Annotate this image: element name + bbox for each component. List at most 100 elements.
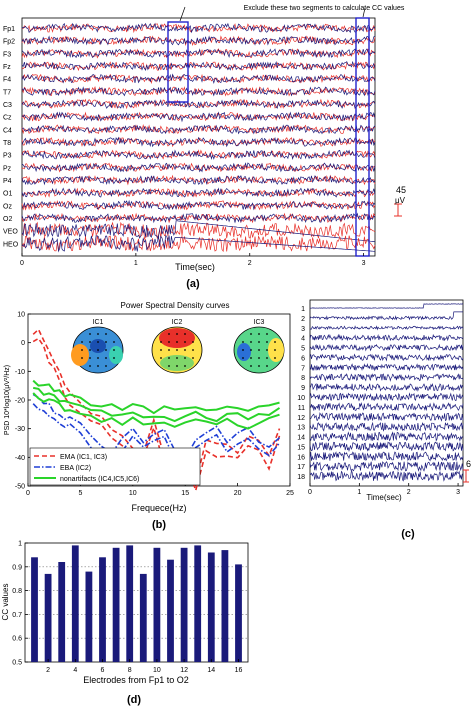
excluded-segment-box-1 [167, 21, 189, 103]
channel-label: P3 [3, 153, 12, 160]
y-tick-label: -40 [15, 455, 25, 462]
channel-label: Oz [3, 203, 12, 210]
eeg-trace-HEO-raw [21, 234, 376, 253]
electrode-dot [97, 349, 99, 351]
eeg-trace-O1-cleaned [21, 187, 376, 198]
component-label: 8 [301, 375, 305, 382]
y-tick-label: 0.7 [12, 612, 22, 619]
ic-trace-2 [309, 311, 463, 321]
psd-line-2 [32, 392, 280, 430]
channel-label: O1 [3, 191, 12, 198]
x-tick-label: 2 [407, 489, 411, 496]
eeg-trace-F4-raw [21, 73, 376, 85]
electrode-dot [192, 357, 194, 359]
ic-trace-15 [309, 441, 464, 453]
panel-a-xlabel: Time(sec) [175, 262, 215, 272]
electrode-dot [89, 333, 91, 335]
electrode-dot [168, 333, 170, 335]
psd-line-2 [32, 379, 280, 415]
panel-b-label: (b) [152, 519, 166, 531]
electrode-dot [258, 341, 260, 343]
panel-b-xlabel: Frequece(Hz) [131, 503, 186, 513]
bar-electrode-15 [221, 550, 229, 662]
topomap-ic1-hotspot-right [109, 346, 123, 364]
ic-trace-6 [309, 353, 464, 362]
electrode-dot [168, 357, 170, 359]
eeg-trace-O1-raw [21, 187, 376, 198]
electrode-dot [113, 349, 115, 351]
y-tick-label: -30 [15, 426, 25, 433]
topomap-electrode-dots [81, 333, 276, 367]
component-label: 2 [301, 316, 305, 323]
panel-a-annotation: Exclude these two segments to calculate … [244, 5, 405, 12]
bar-electrode-14 [207, 552, 215, 662]
component-label: 12 [297, 415, 305, 422]
electrode-dot [105, 365, 107, 367]
component-label: 13 [297, 425, 305, 432]
eeg-trace-T8-raw [21, 137, 376, 148]
psd-line-1 [32, 393, 281, 460]
electrode-dot [250, 357, 252, 359]
panel-b-legend: EMA (IC1, IC3) EBA (IC2) nonartifacts (I… [29, 447, 201, 486]
electrode-dot [266, 333, 268, 335]
x-tick-label: 4 [73, 667, 77, 674]
electrode-dot [242, 341, 244, 343]
component-label: 3 [301, 326, 305, 333]
electrode-dot [105, 357, 107, 359]
eeg-trace-Oz-cleaned [21, 199, 376, 211]
panel-a: Fp1 Fp2 F3 Fz F4 T7 C3 Cz C4 T8 P3 Pz P4 O1 Oz O2 VEO HEO… [3, 5, 406, 290]
component-label: 5 [301, 346, 305, 353]
bar-electrode-3 [58, 562, 66, 662]
ic-trace-8 [309, 373, 464, 382]
eeg-trace-HEO-cleaned [21, 235, 375, 253]
topomap-ic1-label: IC1 [93, 319, 104, 326]
topomap-ic1-hotspot-left [71, 344, 89, 366]
electrode-dot [184, 365, 186, 367]
panel-c-label: (c) [401, 528, 415, 540]
topomap-ic1: IC1 [71, 319, 124, 374]
panel-c-x-ticks: 0 1 2 3 [308, 483, 460, 496]
electrode-dot [97, 333, 99, 335]
eeg-trace-Cz-raw [21, 111, 376, 122]
panel-a-axes [21, 17, 376, 257]
electrode-dot [160, 349, 162, 351]
topomap-ic2: IC2 [151, 319, 203, 374]
topomap-ic1-center [90, 339, 106, 353]
x-tick-label: 0 [20, 260, 24, 267]
ic-trace-4 [309, 333, 464, 342]
scale-bar-unit: μV [395, 196, 406, 205]
bar-electrode-13 [194, 545, 202, 662]
component-label: 11 [298, 405, 305, 412]
eeg-trace-P3-cleaned [21, 149, 376, 161]
y-tick-label: -50 [15, 484, 25, 491]
x-tick-label: 14 [207, 667, 215, 674]
psd-line-2 [33, 386, 281, 423]
electrode-dot [160, 357, 162, 359]
bar-electrode-8 [126, 545, 134, 662]
bar-electrode-12 [180, 547, 188, 662]
electrode-dot [89, 365, 91, 367]
bar-electrode-10 [153, 547, 161, 662]
eeg-trace-T8-cleaned [21, 136, 376, 148]
x-tick-label: 3 [362, 260, 366, 267]
panel-b-ylabel: PSD 10*log10(μV²/Hz) [4, 365, 11, 435]
ic-trace-13 [309, 421, 464, 432]
eeg-trace-T7-cleaned [21, 86, 376, 97]
electrode-dot [250, 341, 252, 343]
electrode-dot [97, 341, 99, 343]
eeg-trace-O2-cleaned [21, 212, 376, 224]
panel-c-traces [309, 303, 464, 482]
y-tick-label: 0.6 [12, 636, 22, 643]
bar-electrode-4 [71, 545, 79, 662]
panel-d-xlabel: Electrodes from Fp1 to O2 [83, 675, 189, 685]
electrode-dot [258, 333, 260, 335]
annotation-arrow-2 [362, 7, 366, 18]
electrode-dot [176, 333, 178, 335]
psd-line-1 [32, 403, 281, 469]
channel-label: F4 [3, 77, 11, 84]
y-tick-label: 10 [17, 312, 25, 319]
electrode-dot [274, 349, 276, 351]
annotation-arrow-1 [179, 6, 186, 22]
legend-label-nonartifacts: nonartifacts (IC4,IC5,IC6) [60, 476, 139, 483]
